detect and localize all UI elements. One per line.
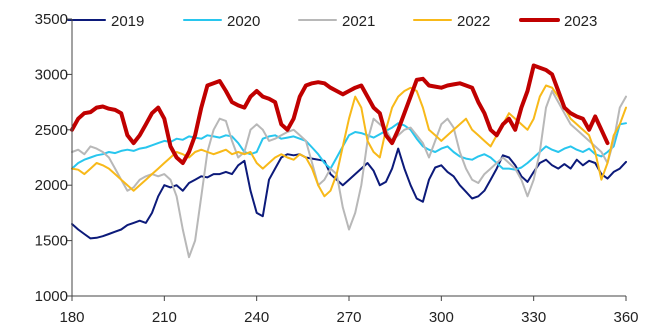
series-line-2022 [71,84,627,198]
series-line-2019 [71,147,627,240]
x-tick-group: 180 210 240 270 300 330 360 [59,296,639,326]
x-tick-label: 270 [336,309,361,326]
y-tick-label: 2000 [35,177,68,194]
series-line-2020 [71,122,627,171]
y-tick-label: 3000 [35,66,68,83]
legend-label-2022: 2022 [457,13,490,30]
x-tick-label: 240 [244,309,269,326]
chart-axes [71,19,626,297]
chart-legend: 2019 2020 2021 2022 2023 [67,13,597,30]
y-tick-label: 2500 [35,122,68,139]
x-tick-label: 210 [152,309,177,326]
legend-label-2021: 2021 [342,13,375,30]
y-tick-label: 3500 [35,11,68,28]
y-tick-label: 1500 [35,233,68,250]
series-line-2021 [71,90,627,259]
x-tick-label: 360 [613,309,638,326]
x-tick-label: 330 [521,309,546,326]
legend-label-2020: 2020 [227,13,260,30]
legend-label-2019: 2019 [111,13,144,30]
x-tick-label: 300 [429,309,454,326]
x-tick-label: 180 [59,309,84,326]
series-line-2023 [70,63,610,165]
y-tick-label: 1000 [35,288,68,305]
series-layer [70,63,627,259]
y-tick-group: 1000 1500 2000 2500 3000 3500 [35,11,72,305]
legend-label-2023: 2023 [564,13,597,30]
